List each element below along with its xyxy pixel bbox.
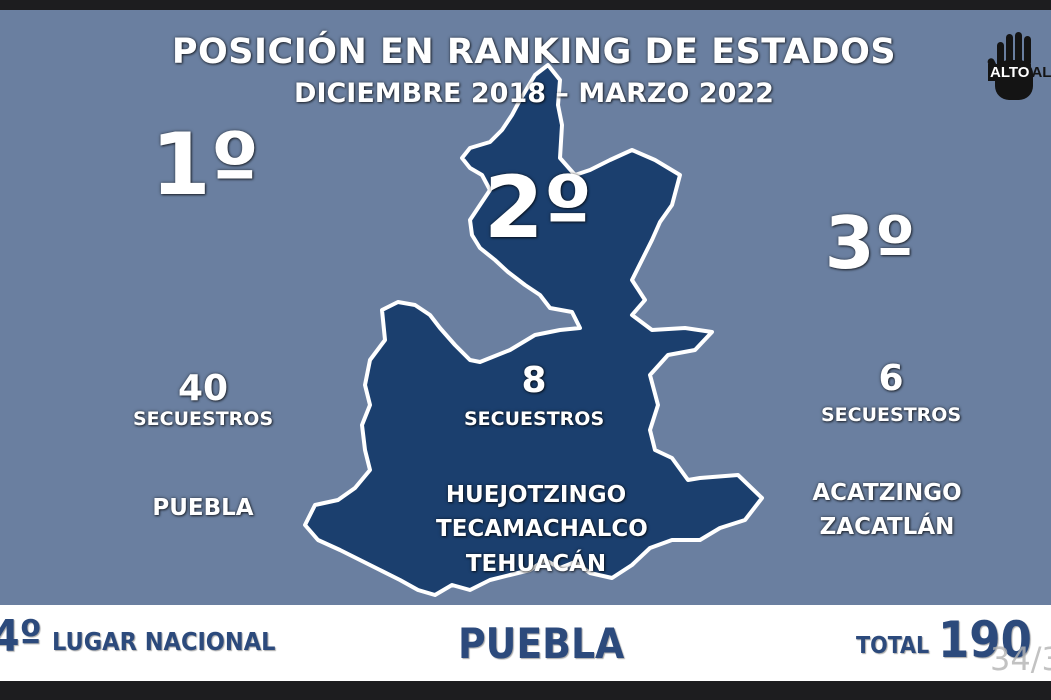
rank-1-place: PUEBLA xyxy=(152,495,254,521)
rank-1-unit: SECUESTROS xyxy=(133,408,274,430)
rank-2-place-3: TEHUACÁN xyxy=(465,551,607,577)
puebla-state-map xyxy=(303,63,764,597)
date-range-subtitle: DICIEMBRE 2018 – MARZO 2022 xyxy=(294,78,774,109)
rank-3-position: 3º xyxy=(824,201,916,285)
rank-2-place-2: TECAMACHALCO xyxy=(436,516,648,542)
rank-3-place-1: ACATZINGO xyxy=(812,480,962,506)
rank-3-place-2: ZACATLÁN xyxy=(819,514,955,540)
slide: POSICIÓN EN RANKING DE ESTADOS DICIEMBRE… xyxy=(0,10,1051,605)
rank-1-count: 40 xyxy=(177,368,229,409)
rank-1-position: 1º xyxy=(150,115,260,215)
rank-2-position: 2º xyxy=(483,158,593,258)
total-value: 190 xyxy=(938,611,1032,669)
top-bar xyxy=(0,0,1051,10)
page-indicator: 34/3 xyxy=(990,640,1051,678)
map-shape xyxy=(303,63,764,597)
rank-2-count: 8 xyxy=(521,360,547,401)
rank-3-unit: SECUESTROS xyxy=(821,404,962,426)
rank-2-place-1: HUEJOTZINGO xyxy=(445,482,627,508)
rank-3-count: 6 xyxy=(878,358,904,399)
total-label: TOTAL xyxy=(856,633,930,659)
bottom-bar xyxy=(0,681,1051,700)
footer-bar: 4º LUGAR NACIONAL PUEBLA TOTAL 190 xyxy=(0,605,1051,681)
state-name: PUEBLA xyxy=(458,619,625,668)
national-rank: 4º xyxy=(0,611,42,662)
main-title: POSICIÓN EN RANKING DE ESTADOS xyxy=(171,32,897,72)
national-rank-label: LUGAR NACIONAL xyxy=(52,627,276,656)
rank-2-unit: SECUESTROS xyxy=(464,408,605,430)
